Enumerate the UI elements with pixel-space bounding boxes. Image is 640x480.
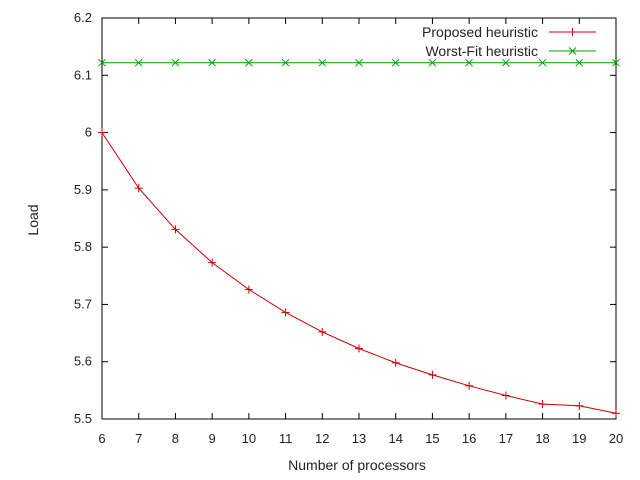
data-point-1 <box>575 401 584 410</box>
axis-ticks: 6 7 8 9 10 11 12 13 14 15 16 17 18 19 20 5.5 5.6 5.7 5.8 5.… <box>74 10 623 446</box>
data-point-2 <box>208 58 216 67</box>
legend-label: Worst-Fit heuristic <box>425 43 538 59</box>
y-tick-label: 5.7 <box>74 296 92 311</box>
x-axis-label: Number of processors <box>288 457 426 473</box>
x-tick-label: 15 <box>425 431 439 446</box>
x-tick-label: 14 <box>388 431 402 446</box>
data-point-1 <box>244 285 253 294</box>
x-tick-label: 12 <box>315 431 329 446</box>
y-tick-label: 5.5 <box>74 411 92 426</box>
data-point-2 <box>465 58 473 67</box>
x-tick-label: 11 <box>279 431 293 446</box>
data-point-2 <box>171 58 180 67</box>
legend-marker <box>568 47 577 55</box>
data-point-1 <box>208 258 217 267</box>
y-tick-label: 5.8 <box>74 239 92 254</box>
y-axis-label: Load <box>25 204 41 235</box>
x-tick-label: 20 <box>609 431 623 446</box>
y-tick-label: 6.2 <box>74 10 92 25</box>
data-point-1 <box>612 409 620 418</box>
data-point-2 <box>98 58 106 67</box>
legend-marker <box>568 28 577 36</box>
data-point-2 <box>281 58 290 67</box>
data-point-2 <box>355 58 363 67</box>
x-tick-label: 16 <box>462 431 476 446</box>
plot-frame <box>101 17 617 420</box>
x-tick-label: 7 <box>135 431 142 446</box>
legend: Proposed heuristic Worst-Fit heuristic <box>422 24 596 59</box>
data-point-1 <box>465 381 474 390</box>
y-tick-label: 5.6 <box>74 354 92 369</box>
data-point-1 <box>318 327 327 336</box>
x-tick-label: 17 <box>499 431 513 446</box>
data-point-2 <box>612 58 620 67</box>
data-point-2 <box>428 58 437 67</box>
data-point-2 <box>318 58 327 67</box>
y-tick-label: 6 <box>85 125 92 140</box>
x-tick-label: 9 <box>209 431 216 446</box>
data-point-1 <box>501 391 510 400</box>
data-point-2 <box>134 58 143 67</box>
x-tick-label: 18 <box>535 431 549 446</box>
x-tick-label: 6 <box>98 431 105 446</box>
data-point-2 <box>391 58 400 67</box>
x-tick-label: 10 <box>242 431 256 446</box>
data-point-2 <box>245 58 253 67</box>
data-point-1 <box>355 344 363 353</box>
data-point-1 <box>171 225 180 234</box>
x-tick-label: 19 <box>572 431 586 446</box>
data-point-1 <box>428 370 437 379</box>
legend-label: Proposed heuristic <box>422 24 538 40</box>
series-layer <box>98 58 620 418</box>
x-tick-label: 13 <box>352 431 366 446</box>
data-point-1 <box>281 308 290 317</box>
data-point-2 <box>502 58 510 67</box>
data-point-2 <box>538 58 547 67</box>
y-tick-label: 5.9 <box>74 182 92 197</box>
data-point-1 <box>98 128 106 137</box>
data-point-1 <box>538 400 547 409</box>
series-line-1 <box>101 132 617 414</box>
x-tick-label: 8 <box>172 431 179 446</box>
data-point-1 <box>134 184 143 193</box>
data-point-2 <box>575 58 584 67</box>
data-point-1 <box>391 358 400 367</box>
y-tick-label: 6.1 <box>74 67 92 82</box>
